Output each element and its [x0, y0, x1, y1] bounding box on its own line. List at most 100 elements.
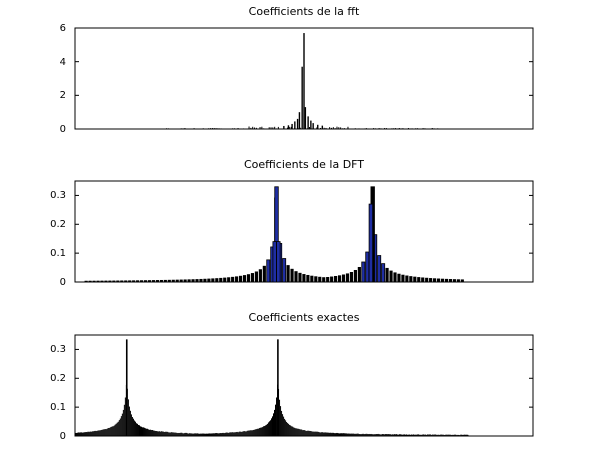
dft-bar [199, 278, 203, 282]
dft-ytick-0: 0 [60, 277, 66, 288]
dft-bar [377, 255, 382, 283]
dft-bar [163, 279, 167, 282]
dft-bar [460, 279, 464, 282]
dft-bar [409, 276, 413, 282]
dft-bar [231, 276, 235, 282]
dft-bar [151, 280, 156, 282]
dft-bar [116, 280, 120, 282]
dft-bar [353, 269, 357, 282]
dft-bar [112, 280, 116, 282]
dft-bar [421, 277, 425, 282]
fft-bars [74, 27, 533, 130]
dft-bar [96, 280, 100, 282]
dft-bar [266, 259, 271, 283]
dft-bar [361, 261, 366, 283]
fft-y-axis: 0 2 4 6 [60, 23, 66, 135]
exact-plot-frame [74, 334, 534, 437]
dft-bar [326, 276, 330, 282]
dft-y-axis: 0 0.1 0.2 0.3 [50, 190, 66, 288]
dft-bar [306, 274, 310, 282]
dft-bar [207, 278, 211, 282]
dft-bar [250, 273, 255, 282]
exact-coefficients-panel: Coefficients exactes 0 0.1 0.2 0.3 [50, 311, 534, 442]
dft-bar [381, 263, 386, 283]
dft-bar [171, 279, 175, 282]
dft-bar [219, 277, 223, 282]
dft-bar [401, 274, 405, 282]
exact-chart-title: Coefficients exactes [249, 311, 360, 324]
dft-bar [310, 275, 314, 282]
dft-bar [124, 280, 128, 282]
dft-bar [433, 278, 437, 282]
dft-bar [120, 280, 124, 282]
dft-bar [254, 271, 258, 282]
dft-bars [75, 186, 533, 283]
dft-bar [440, 278, 445, 282]
dft-coefficients-panel: Coefficients de la DFT 0 0.1 0.2 0.3 [50, 158, 534, 288]
dft-bar [167, 279, 171, 282]
dft-bar [417, 277, 421, 282]
dft-bar [444, 278, 449, 282]
dft-bar [132, 280, 136, 282]
dft-bar [334, 275, 338, 282]
dft-bar [84, 280, 88, 282]
exact-ytick-0: 0 [60, 431, 66, 442]
dft-bar [357, 266, 361, 282]
dft-bar [235, 276, 239, 282]
dft-plot-frame [74, 180, 534, 283]
dft-bar [242, 275, 247, 282]
dft-bar [175, 279, 179, 282]
dft-bar [179, 279, 183, 282]
dft-bar [203, 278, 207, 282]
fft-ytick-4: 4 [60, 57, 66, 68]
dft-bar [215, 278, 219, 282]
dft-bar [397, 273, 401, 282]
dft-bar [345, 273, 350, 282]
fft-ytick-6: 6 [60, 23, 66, 34]
dft-bar [365, 251, 370, 283]
dft-chart-title: Coefficients de la DFT [244, 158, 364, 171]
dft-bar [330, 276, 334, 282]
exact-ytick-0-2: 0.2 [50, 373, 66, 384]
dft-bar [238, 275, 243, 282]
dft-ytick-0-3: 0.3 [50, 190, 66, 201]
dft-bar [147, 280, 152, 282]
dft-bar [298, 272, 302, 282]
dft-bar [436, 278, 441, 282]
dft-bar [337, 275, 342, 282]
dft-ytick-0-1: 0.1 [50, 248, 66, 259]
exact-y-axis: 0 0.1 0.2 0.3 [50, 344, 66, 442]
dft-bar [227, 277, 231, 282]
dft-bar [341, 274, 346, 282]
dft-bar [187, 279, 191, 282]
dft-bar [136, 280, 140, 282]
dft-bar [159, 279, 163, 282]
exact-bars [74, 339, 533, 437]
dft-bar [322, 277, 326, 282]
dft-bar [385, 267, 389, 282]
dft-bar [100, 280, 104, 282]
fft-ytick-0: 0 [60, 124, 66, 135]
fft-coefficients-panel: Coefficients de la fft 0 2 4 6 [60, 5, 534, 135]
dft-bar [258, 269, 262, 282]
dft-bar [246, 274, 251, 282]
dft-bar [139, 280, 144, 282]
dft-bar [143, 280, 148, 282]
dft-bar [456, 279, 460, 282]
dft-peak-bar [276, 241, 281, 283]
dft-bar [282, 258, 287, 283]
dft-bar [223, 277, 227, 282]
dft-bar [104, 280, 108, 282]
dft-bar [314, 276, 318, 282]
dft-bar [349, 271, 354, 282]
dft-bar [155, 280, 160, 282]
dft-bar [389, 270, 393, 282]
dft-bar [211, 278, 215, 282]
dft-bar [88, 280, 92, 282]
exact-ytick-0-3: 0.3 [50, 344, 66, 355]
dft-bar [302, 274, 306, 282]
exact-ytick-0-1: 0.1 [50, 402, 66, 413]
dft-bar [448, 279, 453, 282]
fft-chart-title: Coefficients de la fft [249, 5, 360, 18]
